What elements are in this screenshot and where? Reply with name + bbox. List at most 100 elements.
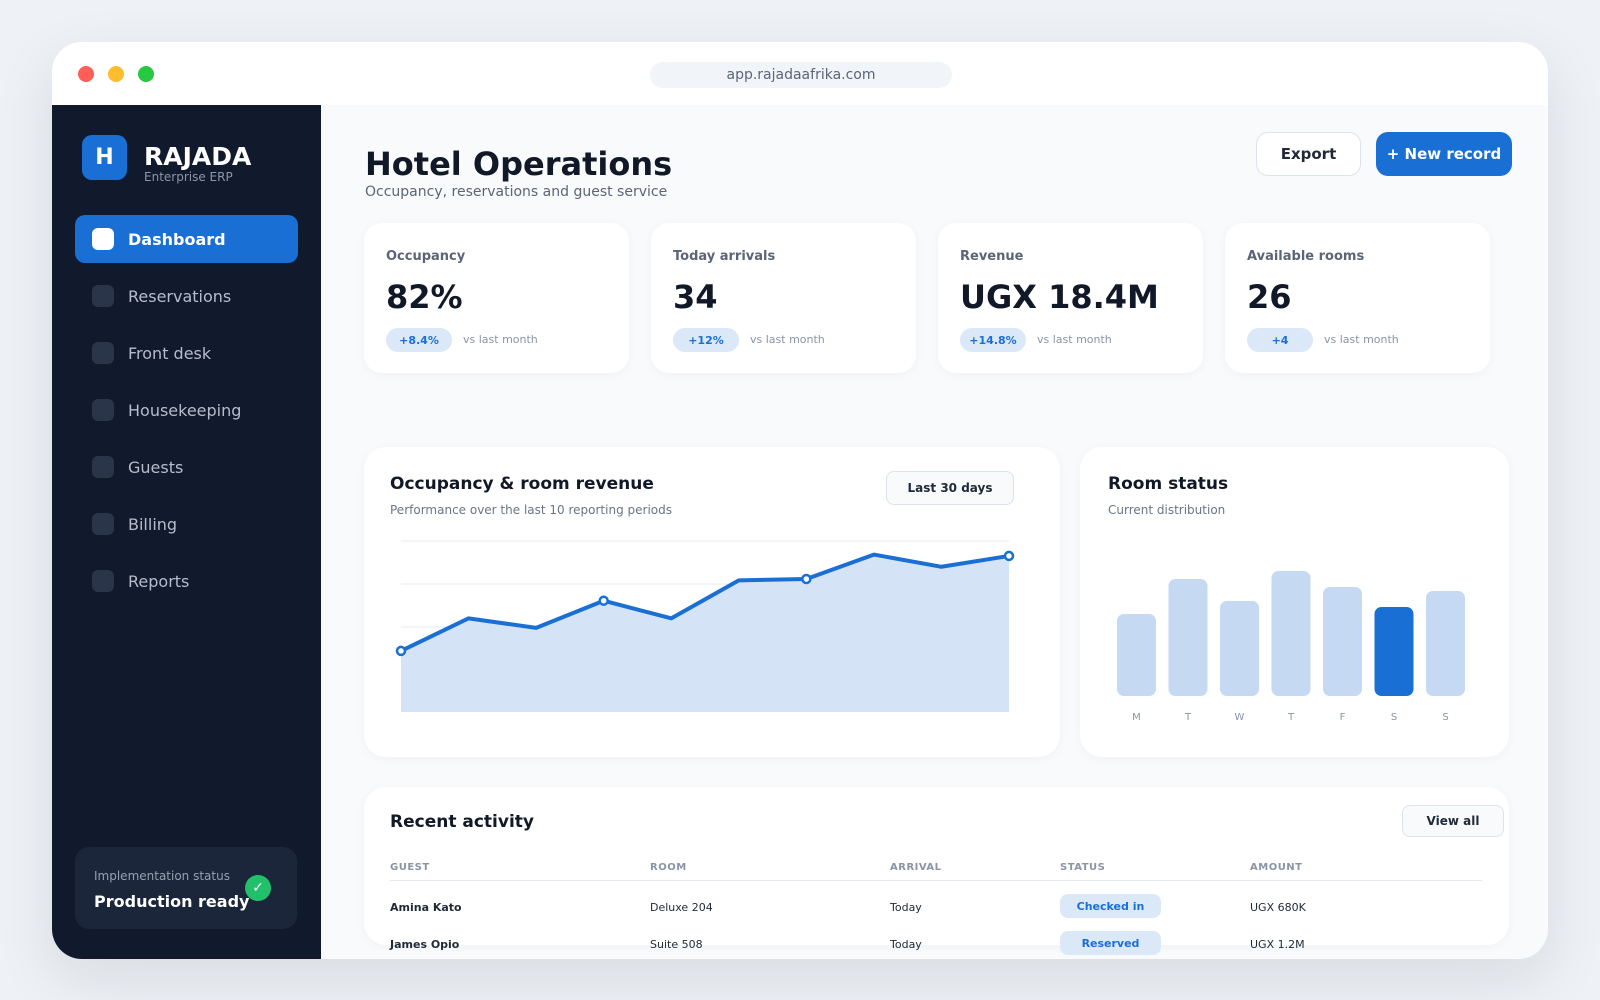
guest-name-cell[interactable]: James Opio bbox=[390, 938, 460, 951]
kpi-change-badge: +4 bbox=[1247, 328, 1313, 352]
sidebar-item-reservations[interactable]: Reservations bbox=[75, 272, 298, 320]
front-desk-icon bbox=[92, 342, 114, 364]
room-cell: Deluxe 204 bbox=[650, 901, 713, 914]
reports-icon bbox=[92, 570, 114, 592]
kpi-change-badge: +8.4% bbox=[386, 328, 452, 352]
browser-titlebar: app.rajadaafrika.com bbox=[52, 42, 1548, 105]
kpi-compare-text: vs last month bbox=[463, 333, 538, 346]
sidebar: H RAJADA Enterprise ERP Dashboard Reserv… bbox=[52, 105, 321, 959]
chart-subtitle: Performance over the last 10 reporting p… bbox=[390, 503, 672, 517]
kpi-compare-text: vs last month bbox=[1324, 333, 1399, 346]
x-tick-label: M bbox=[1132, 712, 1141, 723]
sidebar-item-billing[interactable]: Billing bbox=[75, 500, 298, 548]
bar bbox=[1323, 587, 1362, 696]
implementation-status-card: Implementation status Production ready ✓ bbox=[75, 847, 297, 929]
kpi-change-badge: +14.8% bbox=[960, 328, 1026, 352]
sidebar-item-label: Reports bbox=[128, 571, 190, 591]
status-badge: Checked in bbox=[1060, 894, 1161, 918]
x-tick-label: W bbox=[1235, 712, 1245, 723]
view-all-button[interactable]: View all bbox=[1402, 805, 1504, 837]
kpi-label: Revenue bbox=[960, 249, 1024, 264]
brand-logo: H bbox=[82, 135, 127, 180]
sidebar-item-label: Billing bbox=[128, 514, 178, 534]
guest-name-cell[interactable]: Amina Kato bbox=[390, 901, 462, 914]
arrival-cell: Today bbox=[890, 938, 922, 951]
brand-subtitle: Enterprise ERP bbox=[144, 170, 233, 184]
column-header-guest: GUEST bbox=[390, 862, 430, 873]
export-button[interactable]: Export bbox=[1256, 132, 1361, 176]
reservations-icon bbox=[92, 285, 114, 307]
sidebar-item-label: Guests bbox=[128, 457, 184, 477]
bar bbox=[1271, 571, 1311, 696]
status-badge: Reserved bbox=[1060, 931, 1161, 955]
implementation-status-label: Implementation status bbox=[94, 869, 230, 883]
sidebar-item-front-desk[interactable]: Front desk bbox=[75, 329, 298, 377]
kpi-label: Today arrivals bbox=[673, 249, 776, 264]
implementation-status-value: Production ready bbox=[94, 892, 250, 911]
recent-activity-card: Recent activity View all GUEST ROOM ARRI… bbox=[364, 787, 1509, 955]
minimize-window-button[interactable] bbox=[108, 66, 124, 82]
sidebar-item-label: Front desk bbox=[128, 343, 212, 363]
room-cell: Suite 508 bbox=[650, 938, 703, 951]
kpi-card-revenue: Revenue UGX 18.4M +14.8% vs last month bbox=[938, 223, 1203, 373]
column-header-amount: AMOUNT bbox=[1250, 862, 1303, 873]
data-point bbox=[1003, 550, 1015, 562]
column-header-arrival: ARRIVAL bbox=[890, 862, 942, 873]
check-icon: ✓ bbox=[245, 875, 271, 901]
amount-cell: UGX 1.2M bbox=[1250, 938, 1305, 951]
url-bar[interactable]: app.rajadaafrika.com bbox=[650, 62, 952, 88]
data-point bbox=[801, 573, 812, 585]
column-header-room: ROOM bbox=[650, 862, 687, 873]
sidebar-item-housekeeping[interactable]: Housekeeping bbox=[75, 386, 298, 434]
sidebar-item-reports[interactable]: Reports bbox=[75, 557, 298, 605]
kpi-compare-text: vs last month bbox=[1037, 333, 1112, 346]
kpi-label: Available rooms bbox=[1247, 249, 1365, 264]
sidebar-item-label: Dashboard bbox=[128, 229, 226, 249]
x-tick-label: T bbox=[1287, 712, 1295, 723]
close-window-button[interactable] bbox=[78, 66, 94, 82]
kpi-card-available-rooms: Available rooms 26 +4 vs last month bbox=[1225, 223, 1490, 373]
column-header-status: STATUS bbox=[1060, 862, 1106, 873]
occupancy-area-fill bbox=[401, 554, 1009, 712]
billing-icon bbox=[92, 513, 114, 535]
bar bbox=[1168, 579, 1208, 696]
page-title: Hotel Operations bbox=[365, 145, 673, 183]
housekeeping-icon bbox=[92, 399, 114, 421]
date-range-button[interactable]: Last 30 days bbox=[886, 471, 1014, 505]
sidebar-item-dashboard[interactable]: Dashboard bbox=[75, 215, 298, 263]
chart-title: Occupancy & room revenue bbox=[390, 474, 654, 494]
arrival-cell: Today bbox=[890, 901, 922, 914]
occupancy-series-line bbox=[399, 552, 1011, 653]
kpi-card-occupancy: Occupancy 82% +8.4% vs last month bbox=[364, 223, 629, 373]
app-window: app.rajadaafrika.com H RAJADA Enterprise… bbox=[52, 42, 1548, 959]
kpi-value: 34 bbox=[673, 278, 718, 316]
new-record-button[interactable]: + New record bbox=[1376, 132, 1512, 176]
kpi-label: Occupancy bbox=[386, 249, 466, 264]
sidebar-item-label: Housekeeping bbox=[128, 400, 242, 420]
sidebar-item-guests[interactable]: Guests bbox=[75, 443, 298, 491]
bar bbox=[1426, 591, 1465, 696]
x-tick-label: F bbox=[1340, 712, 1346, 723]
kpi-value: 26 bbox=[1247, 278, 1292, 316]
kpi-value: UGX 18.4M bbox=[960, 278, 1159, 316]
sidebar-item-label: Reservations bbox=[128, 286, 232, 306]
occupancy-area-chart bbox=[395, 540, 1015, 712]
page-subtitle: Occupancy, reservations and guest servic… bbox=[365, 184, 668, 200]
bar bbox=[1374, 607, 1414, 696]
brand-name: RAJADA bbox=[144, 142, 252, 171]
data-point bbox=[598, 595, 609, 606]
x-tick-label: S bbox=[1391, 712, 1397, 723]
x-tick-label: T bbox=[1184, 712, 1192, 723]
data-point bbox=[395, 645, 407, 657]
bar bbox=[1117, 614, 1156, 696]
kpi-change-badge: +12% bbox=[673, 328, 739, 352]
table-header-divider bbox=[390, 880, 1482, 881]
maximize-window-button[interactable] bbox=[138, 66, 154, 82]
kpi-card-arrivals: Today arrivals 34 +12% vs last month bbox=[651, 223, 916, 373]
occupancy-revenue-card: Occupancy & room revenue Performance ove… bbox=[364, 447, 1060, 757]
recent-activity-title: Recent activity bbox=[390, 812, 534, 832]
kpi-value: 82% bbox=[386, 278, 463, 316]
main-content: Hotel Operations Occupancy, reservations… bbox=[321, 105, 1548, 959]
room-status-title: Room status bbox=[1108, 474, 1229, 494]
